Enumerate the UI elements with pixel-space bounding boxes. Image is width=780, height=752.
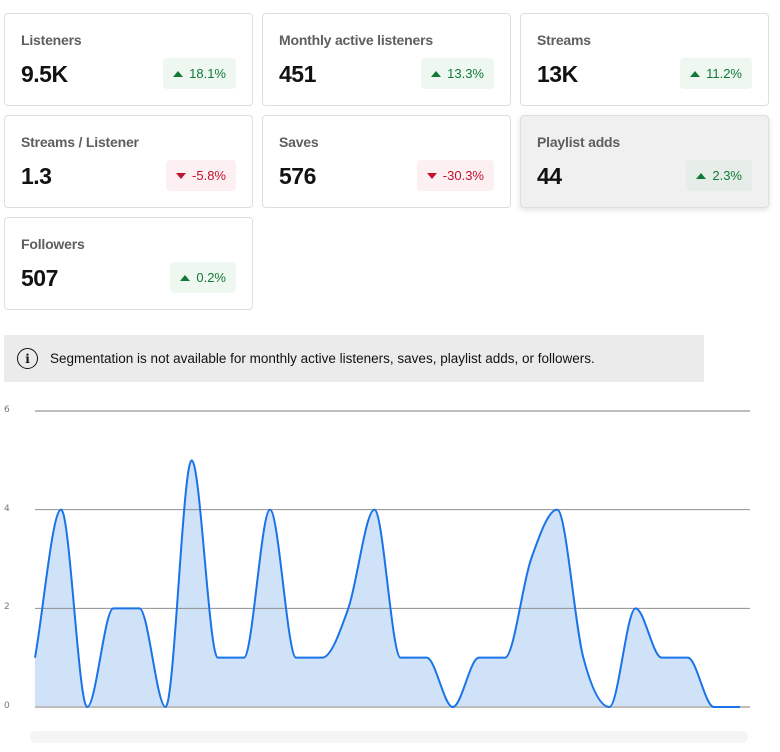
metric-title: Streams / Listener: [21, 134, 139, 150]
metric-card-monthly-active-listeners[interactable]: Monthly active listeners 451 13.3%: [262, 13, 511, 106]
change-value: 18.1%: [189, 66, 226, 81]
change-value: -30.3%: [442, 168, 484, 183]
metric-card-listeners[interactable]: Listeners 9.5K 18.1%: [4, 13, 253, 106]
change-badge: -5.8%: [166, 160, 236, 191]
change-value: 13.3%: [447, 66, 484, 81]
metric-value: 44: [537, 163, 562, 189]
metric-card-streams-listener[interactable]: Streams / Listener 1.3 -5.8%: [4, 115, 253, 208]
change-value: 0.2%: [196, 270, 226, 285]
triangle-up-icon: [180, 274, 191, 281]
metric-card-playlist-adds[interactable]: Playlist adds 44 2.3%: [520, 115, 769, 208]
metric-card-streams[interactable]: Streams 13K 11.2%: [520, 13, 769, 106]
change-badge: 18.1%: [163, 58, 236, 89]
triangle-up-icon: [690, 70, 701, 77]
metric-value: 576: [279, 163, 316, 189]
metric-title: Playlist adds: [537, 134, 620, 150]
triangle-down-icon: [176, 172, 187, 179]
area-chart[interactable]: [0, 395, 780, 725]
metric-title: Streams: [537, 32, 591, 48]
change-badge: 11.2%: [680, 58, 752, 89]
metric-value: 507: [21, 265, 58, 291]
metric-value: 1.3: [21, 163, 52, 189]
metric-title: Saves: [279, 134, 319, 150]
segmentation-info-banner: i Segmentation is not available for mont…: [4, 335, 704, 382]
series-line[interactable]: [34, 459, 740, 709]
triangle-down-icon: [426, 172, 437, 179]
y-axis-tick-label: 2: [4, 602, 10, 613]
metric-card-followers[interactable]: Followers 507 0.2%: [4, 217, 253, 310]
triangle-up-icon: [431, 70, 442, 77]
metric-title: Monthly active listeners: [279, 32, 433, 48]
y-axis-tick-label: 6: [4, 405, 10, 415]
chart-range-scrollbar[interactable]: [30, 731, 748, 743]
change-badge: 2.3%: [686, 160, 752, 191]
change-value: -5.8%: [192, 168, 226, 183]
change-badge: -30.3%: [416, 160, 494, 191]
triangle-up-icon: [173, 70, 184, 77]
change-value: 11.2%: [706, 66, 742, 81]
triangle-up-icon: [696, 172, 707, 179]
metric-value: 451: [279, 61, 316, 87]
info-icon: i: [17, 348, 38, 369]
y-axis-tick-label: 4: [4, 503, 10, 514]
change-badge: 0.2%: [170, 262, 236, 293]
metric-title: Followers: [21, 236, 85, 252]
metric-title: Listeners: [21, 32, 82, 48]
metric-card-saves[interactable]: Saves 576 -30.3%: [262, 115, 511, 208]
y-axis-tick-label: 0: [4, 701, 10, 711]
metric-value: 9.5K: [21, 61, 68, 87]
metric-value: 13K: [537, 61, 578, 87]
change-badge: 13.3%: [421, 58, 494, 89]
change-value: 2.3%: [712, 168, 742, 183]
chart-plot: [34, 410, 750, 709]
banner-text: Segmentation is not available for monthl…: [50, 351, 595, 366]
